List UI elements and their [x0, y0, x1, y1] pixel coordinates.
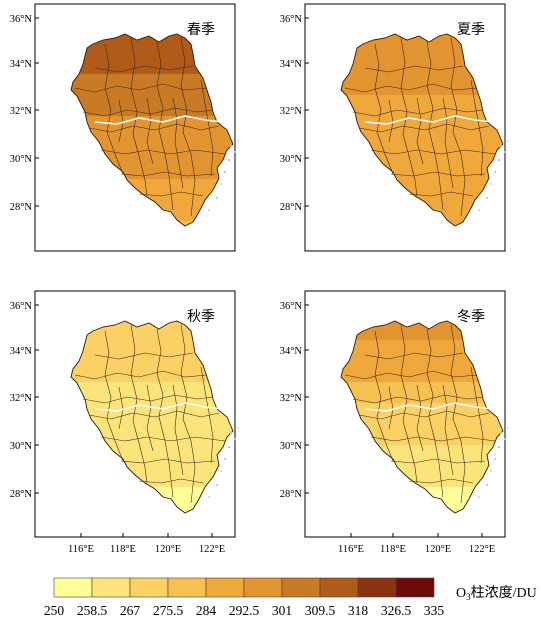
colorbar-cell [205, 577, 245, 598]
lon-tick-label: 120°E [425, 544, 451, 555]
colorbar-tick-label: 309.5 [305, 603, 336, 618]
colorbar-cell [53, 577, 93, 598]
lat-tick-label: 30°N [10, 154, 33, 165]
colorbar-tick-label: 326.5 [381, 603, 412, 618]
colorbar-cell [319, 577, 359, 598]
lat-tick-label: 30°N [10, 441, 33, 452]
lat-tick-label: 36°N [10, 14, 33, 25]
panel-summer: 夏季 36°N 34°N 32°N 30°N 28°N [280, 3, 509, 252]
lat-tick-label: 28°N [280, 489, 303, 500]
season-label: 夏季 [457, 22, 485, 38]
season-label: 冬季 [457, 309, 485, 325]
colorbar-cell [357, 577, 397, 598]
lat-tick-label: 36°N [280, 14, 303, 25]
lat-tick-label: 28°N [10, 202, 33, 213]
lat-tick-label: 36°N [280, 301, 303, 312]
lon-tick-label: 118°E [380, 544, 406, 555]
lat-tick-label: 32°N [280, 393, 303, 404]
colorbar: 250 258.5 267 275.5 284 292.5 301 309.5 318 326.5… [44, 577, 537, 618]
colorbar-tick-label: 267 [120, 603, 141, 618]
panel-spring: 春季 36°N 34°N 32°N 30°N 28°N [10, 3, 239, 252]
colorbar-tick-label: 292.5 [229, 603, 260, 618]
lon-tick-label: 118°E [110, 544, 136, 555]
colorbar-title: O3柱浓度/DU [456, 585, 537, 602]
lat-tick-label: 36°N [10, 301, 33, 312]
lat-tick-label: 34°N [280, 346, 303, 357]
lat-tick-label: 32°N [10, 393, 33, 404]
lon-tick-label: 122°E [199, 544, 225, 555]
season-label: 秋季 [187, 309, 215, 325]
colorbar-tick-label: 250 [44, 603, 65, 618]
colorbar-cell [395, 577, 435, 598]
season-label: 春季 [187, 22, 215, 38]
lat-tick-label: 34°N [280, 59, 303, 70]
colorbar-cell [281, 577, 321, 598]
lat-tick-label: 32°N [280, 106, 303, 117]
lon-tick-label: 116°E [68, 544, 94, 555]
colorbar-tick-label: 318 [348, 603, 369, 618]
lat-tick-label: 34°N [10, 346, 33, 357]
colorbar-tick-label: 275.5 [153, 603, 184, 618]
panel-autumn: 秋季 36°N 34°N 32°N 30°N 28°N 116°E 118°E 120°E 122… [10, 290, 239, 555]
colorbar-tick-label: 335 [424, 603, 445, 618]
lon-tick-label: 116°E [338, 544, 364, 555]
lat-tick-label: 28°N [10, 489, 33, 500]
lon-tick-label: 122°E [469, 544, 495, 555]
colorbar-tick-label: 258.5 [77, 603, 108, 618]
panel-winter: 冬季 36°N 34°N 32°N 30°N 28°N 116°E 118°E 120°E 122… [280, 290, 509, 555]
colorbar-tick-label: 301 [272, 603, 292, 618]
colorbar-tick-label: 284 [196, 603, 217, 618]
lat-tick-label: 34°N [10, 59, 33, 70]
lat-tick-label: 28°N [280, 202, 303, 213]
colorbar-cell [91, 577, 131, 598]
colorbar-cell [167, 577, 207, 598]
lat-tick-label: 32°N [10, 106, 33, 117]
colorbar-cell [129, 577, 169, 598]
lon-tick-label: 120°E [155, 544, 181, 555]
colorbar-cell [243, 577, 283, 598]
lat-tick-label: 30°N [280, 154, 303, 165]
lat-tick-label: 30°N [280, 441, 303, 452]
